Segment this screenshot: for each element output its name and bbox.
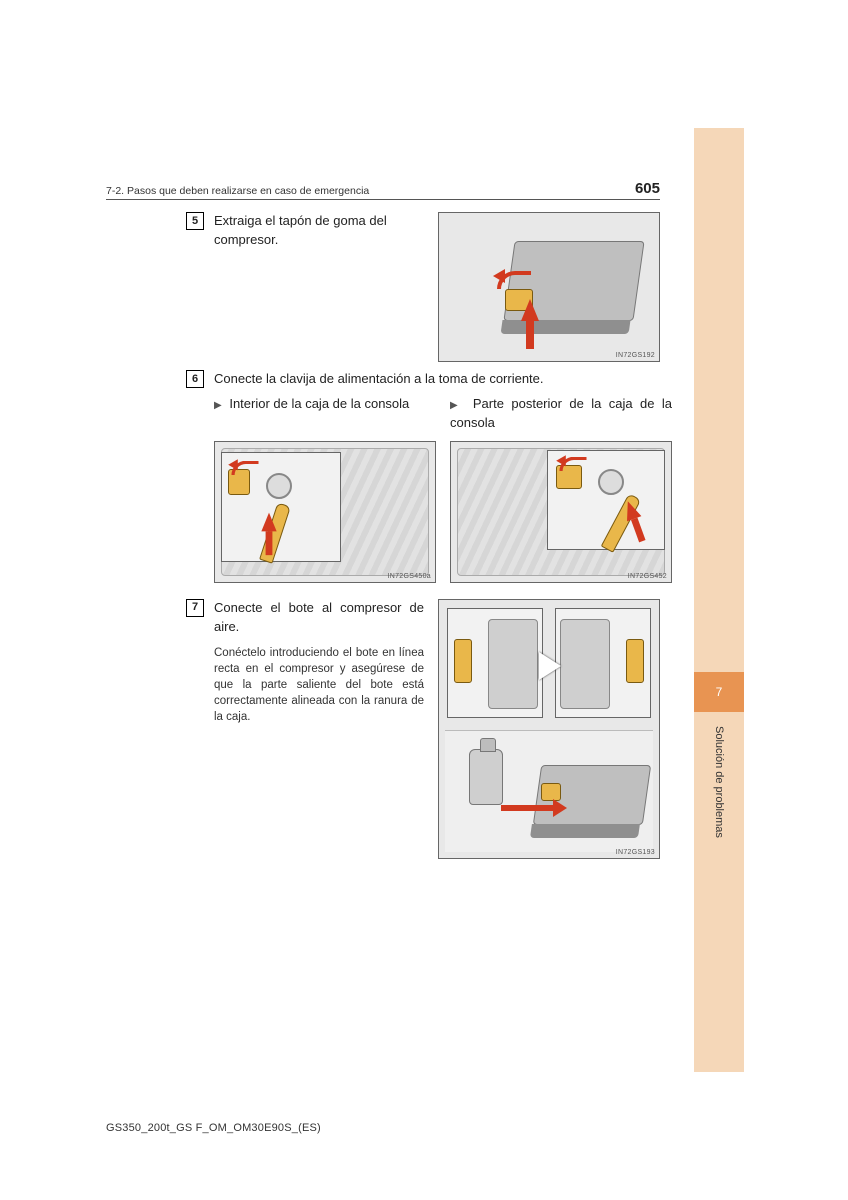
- figure-code: IN72GS450a: [388, 573, 431, 580]
- page-header: 7-2. Pasos que deben realizarse en caso …: [106, 178, 660, 200]
- step-7-subtext: Conéctelo introduciendo el bote en línea…: [214, 645, 424, 725]
- step-number-box: 5: [186, 212, 204, 230]
- bullet-icon: ▶: [214, 400, 222, 411]
- figure-code: IN72GS192: [616, 352, 655, 359]
- step-7: 7 Conecte el bote al compresor de aire. …: [186, 599, 660, 859]
- col-right-label: Parte posterior de la caja de la consola: [450, 396, 672, 430]
- step-number-box: 7: [186, 599, 204, 617]
- chapter-tab-number: 7: [716, 685, 723, 699]
- section-title: 7-2. Pasos que deben realizarse en caso …: [106, 185, 369, 199]
- figure-console-rear: IN72GS452: [450, 441, 672, 583]
- step-5-text: Extraiga el tapón de goma del compresor.: [214, 212, 424, 250]
- col-left-label: Interior de la caja de la consola: [229, 396, 409, 411]
- footer-document-code: GS350_200t_GS F_OM_OM30E90S_(ES): [106, 1122, 321, 1134]
- step-7-text: Conecte el bote al compresor de aire.: [214, 599, 424, 637]
- step-5: 5 Extraiga el tapón de goma del compreso…: [186, 212, 660, 362]
- page-content: 5 Extraiga el tapón de goma del compreso…: [186, 212, 660, 865]
- step-6-text: Conecte la clavija de alimentación a la …: [214, 370, 660, 389]
- step-6-col-right: ▶ Parte posterior de la caja de la conso…: [450, 395, 672, 583]
- figure-console-front: IN72GS450a: [214, 441, 436, 583]
- figure-code: IN72GS193: [616, 849, 655, 856]
- step-6: 6 Conecte la clavija de alimentación a l…: [186, 370, 660, 389]
- step-number: 5: [192, 216, 198, 227]
- step-number: 6: [192, 374, 198, 385]
- figure-bottle-to-compressor: IN72GS193: [438, 599, 660, 859]
- step-number-box: 6: [186, 370, 204, 388]
- arrow-icon: [539, 652, 561, 680]
- step-6-col-left: ▶ Interior de la caja de la consola IN72…: [214, 395, 436, 583]
- step-number: 7: [192, 602, 198, 613]
- chapter-tab-strip: [694, 128, 744, 1072]
- figure-compressor-cap: IN72GS192: [438, 212, 660, 362]
- step-6-columns: ▶ Interior de la caja de la consola IN72…: [214, 395, 660, 583]
- figure-code: IN72GS452: [628, 573, 667, 580]
- chapter-tab-active: 7: [694, 672, 744, 712]
- chapter-tab-label: Solución de problemas: [694, 720, 744, 900]
- page-number: 605: [635, 180, 660, 199]
- bullet-icon: ▶: [450, 400, 461, 411]
